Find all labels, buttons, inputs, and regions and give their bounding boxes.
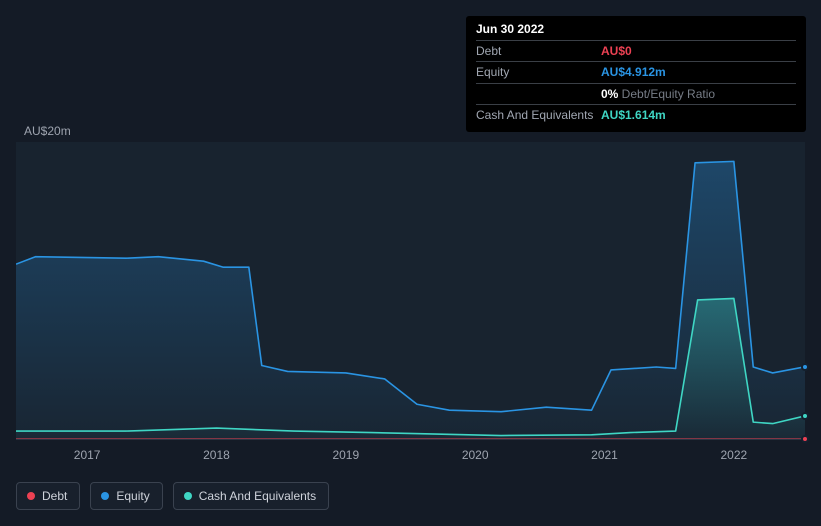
x-axis-tick-label: 2018 (203, 448, 230, 462)
tooltip-row-label (476, 87, 601, 101)
tooltip-row: DebtAU$0 (476, 40, 796, 61)
legend-dot-icon (184, 492, 192, 500)
legend-item-label: Equity (116, 489, 149, 503)
legend-item[interactable]: Equity (90, 482, 162, 510)
series-end-dot-equity (801, 363, 809, 371)
x-axis-tick-label: 2019 (332, 448, 359, 462)
x-axis-tick-label: 2021 (591, 448, 618, 462)
tooltip-row-value: AU$4.912m (601, 65, 666, 79)
tooltip-row-value: AU$0 (601, 44, 632, 58)
legend-item-label: Cash And Equivalents (199, 489, 316, 503)
series-end-dot-cash (801, 412, 809, 420)
legend-dot-icon (27, 492, 35, 500)
series-end-dot-debt (801, 435, 809, 443)
legend-item[interactable]: Debt (16, 482, 80, 510)
x-axis-tick-label: 2020 (462, 448, 489, 462)
chart-plot-area[interactable] (16, 142, 805, 440)
tooltip-row: EquityAU$4.912m (476, 61, 796, 82)
financials-chart: Jun 30 2022 DebtAU$0EquityAU$4.912m0% De… (0, 0, 821, 526)
tooltip-row-label: Equity (476, 65, 601, 79)
tooltip-row-label: Debt (476, 44, 601, 58)
x-axis-tick-label: 2022 (721, 448, 748, 462)
chart-tooltip: Jun 30 2022 DebtAU$0EquityAU$4.912m0% De… (466, 16, 806, 132)
tooltip-row-value: 0% Debt/Equity Ratio (601, 87, 715, 101)
legend-item-label: Debt (42, 489, 67, 503)
tooltip-row-label: Cash And Equivalents (476, 108, 601, 122)
tooltip-date: Jun 30 2022 (476, 22, 796, 40)
legend-dot-icon (101, 492, 109, 500)
tooltip-row-value: AU$1.614m (601, 108, 666, 122)
chart-legend: Debt Equity Cash And Equivalents (16, 482, 329, 510)
x-axis-tick-label: 2017 (74, 448, 101, 462)
legend-item[interactable]: Cash And Equivalents (173, 482, 329, 510)
y-axis-label: AU$20m (24, 124, 71, 138)
tooltip-row: 0% Debt/Equity Ratio (476, 83, 796, 104)
tooltip-row: Cash And EquivalentsAU$1.614m (476, 104, 796, 125)
